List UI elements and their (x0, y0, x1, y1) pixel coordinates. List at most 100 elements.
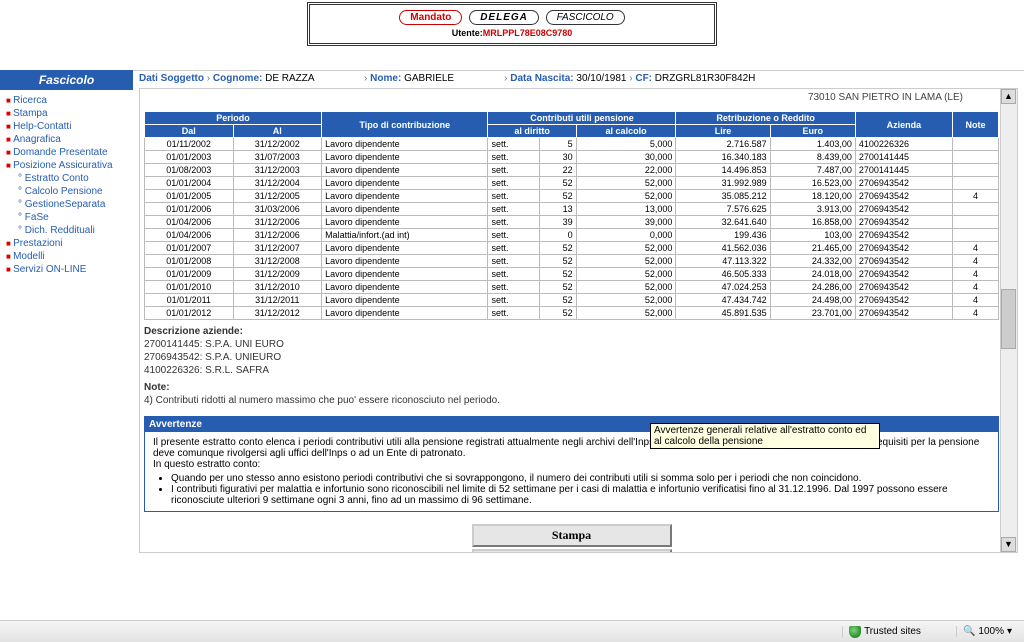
sidebar: Fascicolo Ricerca Stampa Help-Contatti Anag… (0, 70, 133, 553)
tooltip: Avvertenze generali relative all'estratt… (650, 423, 880, 449)
scroll-thumb[interactable] (1001, 289, 1016, 349)
table-row: 01/01/201031/12/2010Lavoro dipendenteset… (145, 281, 999, 294)
th-tipo: Tipo di contribuzione (322, 112, 488, 138)
sidebar-link[interactable]: Dich. Reddituali (25, 225, 95, 236)
table-row: 01/01/200431/12/2004Lavoro dipendenteset… (145, 177, 999, 190)
sidebar-item[interactable]: Servizi ON-LINE (6, 263, 127, 276)
table-row: 01/01/200331/07/2003Lavoro dipendenteset… (145, 151, 999, 164)
sidebar-item[interactable]: GestioneSeparata (6, 198, 127, 211)
mandato-button[interactable]: Mandato (399, 10, 462, 25)
sidebar-link[interactable]: Stampa (13, 108, 47, 119)
bc-dn: 30/10/1981 (576, 73, 626, 84)
th-dal: Dal (145, 125, 234, 138)
sidebar-link[interactable]: Anagrafica (13, 134, 61, 145)
sidebar-link[interactable]: Estratto Conto (25, 173, 89, 184)
sidebar-item[interactable]: Help-Contatti (6, 120, 127, 133)
zoom-icon: 🔍 (963, 626, 975, 637)
trusted-sites[interactable]: Trusted sites (842, 626, 927, 638)
contributi-table: Periodo Tipo di contribuzione Contributi… (144, 111, 999, 320)
breadcrumb: Dati Soggetto › Cognome: DE RAZZA › Nome… (139, 71, 1018, 88)
bc-cognome-label: Cognome: (213, 73, 262, 84)
th-al: Al (233, 125, 322, 138)
sidebar-link[interactable]: Ricerca (13, 95, 47, 106)
sidebar-item[interactable]: Posizione Assicurativa (6, 159, 127, 172)
fascicolo-button[interactable]: FASCICOLO (546, 10, 625, 25)
sidebar-item[interactable]: Modelli (6, 250, 127, 263)
table-row: 01/01/200631/03/2006Lavoro dipendenteset… (145, 203, 999, 216)
sidebar-link[interactable]: Domande Presentate (13, 147, 108, 158)
sidebar-link[interactable]: Help-Contatti (13, 121, 71, 132)
sidebar-title: Fascicolo (0, 70, 133, 90)
bc-dati[interactable]: Dati Soggetto (139, 73, 204, 84)
table-row: 01/04/200631/12/2006Malattia/infort.(ad … (145, 229, 999, 242)
th-azienda: Azienda (855, 112, 952, 138)
sidebar-item[interactable]: Domande Presentate (6, 146, 127, 159)
xml-button[interactable]: XML (472, 549, 672, 553)
bc-nome: GABRIELE (404, 73, 454, 84)
sidebar-item[interactable]: Prestazioni (6, 237, 127, 250)
th-calcolo: al calcolo (576, 125, 676, 138)
th-euro: Euro (770, 125, 855, 138)
table-row: 01/04/200631/12/2006Lavoro dipendenteset… (145, 216, 999, 229)
table-row: 01/11/200231/12/2002Lavoro dipendenteset… (145, 138, 999, 151)
sidebar-link[interactable]: Prestazioni (13, 238, 62, 249)
note-text: 4) Contributi ridotti al numero massimo … (144, 395, 999, 406)
zoom-value: 100% (978, 626, 1004, 637)
table-row: 01/08/200331/12/2003Lavoro dipendenteset… (145, 164, 999, 177)
delega-button[interactable]: DELEGA (469, 10, 539, 25)
desc-line: 4100226326: S.R.L. SAFRA (144, 365, 999, 376)
scroll-up-icon[interactable]: ▲ (1001, 89, 1016, 104)
utente-label: Utente: (452, 28, 483, 38)
bc-cf: DRZGRL81R30F842H (655, 73, 756, 84)
th-lire: Lire (676, 125, 770, 138)
utente-line: Utente:MRLPPL78E08C9780 (320, 28, 704, 38)
chevron-down-icon: ▾ (1007, 626, 1012, 637)
sidebar-item[interactable]: Ricerca (6, 94, 127, 107)
bc-nome-label: Nome: (370, 73, 401, 84)
th-retribuzione: Retribuzione o Reddito (676, 112, 855, 125)
stampa-button[interactable]: Stampa (472, 524, 672, 547)
table-row: 01/01/200531/12/2005Lavoro dipendenteset… (145, 190, 999, 203)
table-row: 01/01/200931/12/2009Lavoro dipendenteset… (145, 268, 999, 281)
top-banner: Mandato DELEGA FASCICOLO Utente:MRLPPL78… (307, 2, 717, 46)
sidebar-item[interactable]: Calcolo Pensione (6, 185, 127, 198)
bc-cf-label: CF: (635, 73, 652, 84)
th-contributi: Contributi utili pensione (488, 112, 676, 125)
th-note: Note (952, 112, 998, 138)
sidebar-item[interactable]: Stampa (6, 107, 127, 120)
scroll-down-icon[interactable]: ▼ (1001, 537, 1016, 552)
sidebar-link[interactable]: Modelli (13, 251, 45, 262)
note-title: Note: (144, 382, 999, 393)
sidebar-link[interactable]: GestioneSeparata (25, 199, 106, 210)
table-row: 01/01/200731/12/2007Lavoro dipendenteset… (145, 242, 999, 255)
utente-code: MRLPPL78E08C9780 (483, 28, 573, 38)
trusted-label: Trusted sites (864, 626, 921, 637)
content-frame: 73010 SAN PIETRO IN LAMA (LE) Periodo Ti… (139, 88, 1018, 553)
avv-p2: In questo estratto conto: (153, 459, 990, 470)
desc-line: 2706943542: S.P.A. UNIEURO (144, 352, 999, 363)
avv-b2: I contributi figurativi per malattia e i… (171, 484, 990, 506)
table-row: 01/01/201131/12/2011Lavoro dipendenteset… (145, 294, 999, 307)
table-row: 01/01/200831/12/2008Lavoro dipendenteset… (145, 255, 999, 268)
avv-b1: Quando per uno stesso anno esistono peri… (171, 473, 990, 484)
content-area: Dati Soggetto › Cognome: DE RAZZA › Nome… (133, 70, 1024, 553)
sidebar-item[interactable]: FaSe (6, 211, 127, 224)
desc-line: 2700141445: S.P.A. UNI EURO (144, 339, 999, 350)
sidebar-link[interactable]: FaSe (25, 212, 49, 223)
desc-title: Descrizione aziende: (144, 326, 999, 337)
statusbar: Trusted sites 🔍 100% ▾ (0, 620, 1024, 642)
bc-dn-label: Data Nascita: (510, 73, 573, 84)
bc-cognome: DE RAZZA (265, 73, 314, 84)
th-periodo: Periodo (145, 112, 322, 125)
upper-address: 73010 SAN PIETRO IN LAMA (LE) (808, 92, 963, 103)
sidebar-item[interactable]: Dich. Reddituali (6, 224, 127, 237)
shield-icon (849, 626, 861, 638)
sidebar-link[interactable]: Posizione Assicurativa (13, 160, 113, 171)
sidebar-link[interactable]: Calcolo Pensione (25, 186, 103, 197)
sidebar-item[interactable]: Estratto Conto (6, 172, 127, 185)
zoom-control[interactable]: 🔍 100% ▾ (956, 626, 1018, 637)
table-row: 01/01/201231/12/2012Lavoro dipendenteset… (145, 307, 999, 320)
sidebar-item[interactable]: Anagrafica (6, 133, 127, 146)
scrollbar[interactable]: ▲ ▼ (1000, 89, 1017, 552)
sidebar-link[interactable]: Servizi ON-LINE (13, 264, 86, 275)
